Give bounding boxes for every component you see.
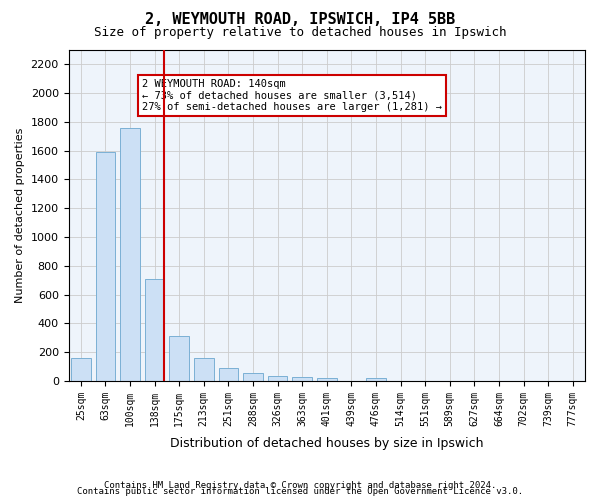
Bar bbox=[218, 368, 238, 381]
Text: Size of property relative to detached houses in Ipswich: Size of property relative to detached ho… bbox=[94, 26, 506, 39]
Bar bbox=[145, 279, 164, 381]
Text: 2 WEYMOUTH ROAD: 140sqm
← 73% of detached houses are smaller (3,514)
27% of semi: 2 WEYMOUTH ROAD: 140sqm ← 73% of detache… bbox=[142, 79, 442, 112]
Text: Contains public sector information licensed under the Open Government Licence v3: Contains public sector information licen… bbox=[77, 487, 523, 496]
Text: 2, WEYMOUTH ROAD, IPSWICH, IP4 5BB: 2, WEYMOUTH ROAD, IPSWICH, IP4 5BB bbox=[145, 12, 455, 28]
Bar bbox=[71, 358, 91, 381]
Bar bbox=[317, 378, 337, 381]
Bar bbox=[169, 336, 189, 381]
Bar bbox=[95, 152, 115, 381]
Bar bbox=[268, 376, 287, 381]
Y-axis label: Number of detached properties: Number of detached properties bbox=[15, 128, 25, 303]
Bar bbox=[292, 378, 312, 381]
Bar bbox=[243, 373, 263, 381]
Bar bbox=[366, 378, 386, 381]
Text: Contains HM Land Registry data © Crown copyright and database right 2024.: Contains HM Land Registry data © Crown c… bbox=[104, 481, 496, 490]
X-axis label: Distribution of detached houses by size in Ipswich: Distribution of detached houses by size … bbox=[170, 437, 484, 450]
Bar bbox=[120, 128, 140, 381]
Bar bbox=[194, 358, 214, 381]
